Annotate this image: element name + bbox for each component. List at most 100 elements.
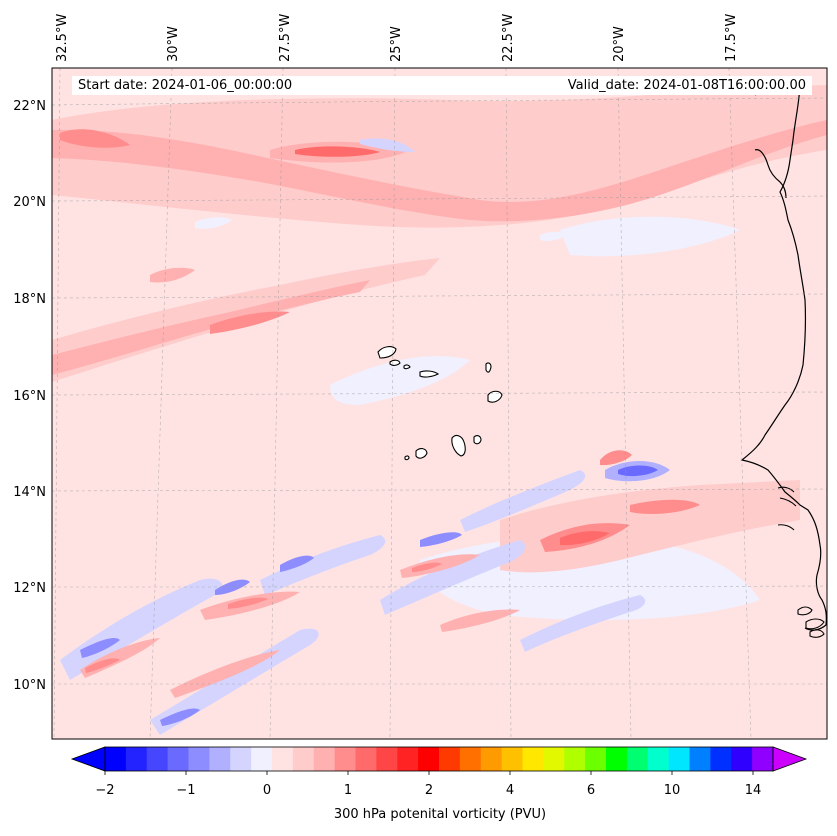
island-boa-vista [487, 390, 503, 403]
colorbar-segment [146, 747, 169, 771]
colorbar-title: 300 hPa potenital vorticity (PVU) [333, 807, 547, 822]
map-gridlines [52, 68, 827, 739]
colorbar-segment [731, 747, 753, 771]
red-streak-south-core [560, 531, 610, 546]
colorbar-segment [626, 747, 649, 771]
colorbar-segment [376, 747, 398, 771]
colorbar-segment [752, 747, 774, 771]
colorbar-tick-label: 0 [263, 783, 271, 798]
colorbar-segment [292, 747, 315, 771]
lat-label: 10°N [13, 678, 46, 693]
red-blob-14n [600, 450, 632, 466]
colorbar-segment [105, 747, 127, 771]
colorbar-tick-label: −1 [176, 783, 195, 798]
colorbar-segment [710, 747, 732, 771]
colorbar-segment [522, 747, 544, 771]
colorbar-segment [230, 747, 252, 771]
lat-label: 12°N [13, 581, 46, 596]
colorbar-segment [439, 747, 461, 771]
cape-verde-islands [377, 346, 503, 461]
valid-date-label: Valid_date: 2024-01-08T16:00:00.00 [538, 76, 812, 95]
colorbar-extend-low [70, 746, 106, 772]
blue-cores-southwest [80, 532, 462, 726]
colorbar-segment [167, 747, 189, 771]
lon-label: 22.5°W [501, 14, 516, 62]
blue-blob-mid [195, 217, 232, 229]
pink-blob-west [150, 267, 195, 283]
colorbar-segment [501, 747, 523, 771]
lat-label: 14°N [13, 485, 46, 500]
lat-label: 20°N [13, 195, 46, 210]
colorbar-segment [397, 747, 419, 771]
start-date-label: Start date: 2024-01-06_00:00:00 [72, 76, 556, 95]
lon-labels: 32.5°W 30°W 27.5°W 25°W 22.5°W 20°W 17.5… [55, 14, 739, 62]
red-streak-north-core [295, 146, 380, 157]
colorbar-segment [272, 747, 294, 771]
colorbar-segment [564, 747, 586, 771]
blue-vortex-14n-core [618, 465, 658, 477]
pv-contour-field [52, 68, 827, 739]
colorbar-segment [251, 747, 273, 771]
lon-label: 20°W [612, 26, 627, 62]
pink-band-south [500, 480, 800, 573]
colorbar-tick-label: 6 [587, 783, 595, 798]
red-streak-east [630, 499, 700, 514]
colorbar-segment [606, 747, 628, 771]
colorbar-segment [313, 747, 336, 771]
colorbar [70, 746, 808, 775]
lon-label: 32.5°W [55, 14, 70, 62]
colorbar-segment [459, 747, 482, 771]
senegal-river-mouth [777, 486, 797, 531]
light-blue-east [560, 216, 740, 257]
colorbar-ticks: −2 −1 0 1 2 4 6 10 14 [95, 783, 761, 798]
colorbar-tick-label: 14 [745, 783, 762, 798]
colorbar-segment [188, 747, 210, 771]
colorbar-tick-label: 1 [344, 783, 352, 798]
island-sal [485, 362, 492, 373]
blue-blob-east [540, 231, 566, 241]
colorbar-segment [209, 747, 231, 771]
pink-band-north-inner [52, 120, 827, 222]
colorbar-frame [104, 746, 774, 772]
lon-label: 30°W [166, 26, 181, 62]
colorbar-segment [647, 747, 670, 771]
island-sao-nicolau [419, 370, 440, 378]
red-cores-southwest [85, 562, 442, 673]
colorbar-segment [689, 747, 711, 771]
island-santo-antao [377, 346, 397, 359]
blue-streaks-southwest [60, 470, 646, 735]
lat-label: 16°N [13, 389, 46, 404]
lon-label: 27.5°W [278, 14, 293, 62]
lon-label: 17.5°W [724, 14, 739, 62]
island-santa-luzia [403, 364, 411, 370]
lon-label: 25°W [389, 26, 404, 62]
colorbar-segment [125, 747, 148, 771]
pink-band-north-west [60, 129, 130, 148]
red-streak-mid [210, 311, 290, 334]
colorbar-segment [480, 747, 503, 771]
island-sao-vicente [389, 359, 401, 366]
colorbar-segment [418, 747, 440, 771]
colorbar-segment [585, 747, 607, 771]
colorbar-extend-high [772, 746, 808, 772]
lat-label: 22°N [13, 99, 46, 114]
colorbar-segment [355, 747, 377, 771]
map-frame [51, 67, 828, 740]
africa-coastline [740, 81, 827, 631]
guinea-coast-islands [797, 606, 825, 638]
africa-coast-north-inlet [754, 149, 787, 199]
light-blue-central [330, 356, 470, 405]
island-brava [404, 455, 410, 461]
colorbar-segment [543, 747, 565, 771]
island-santiago [451, 434, 466, 457]
colorbar-segment [334, 747, 356, 771]
lat-labels: 22°N 20°N 18°N 16°N 14°N 12°N 10°N [13, 99, 46, 693]
colorbar-tick-label: 4 [506, 783, 514, 798]
lat-label: 18°N [13, 292, 46, 307]
island-fogo [415, 448, 428, 459]
blue-streak-north [360, 138, 415, 152]
island-maio [473, 435, 482, 445]
colorbar-tick-label: −2 [95, 783, 114, 798]
colorbar-segment [668, 747, 690, 771]
